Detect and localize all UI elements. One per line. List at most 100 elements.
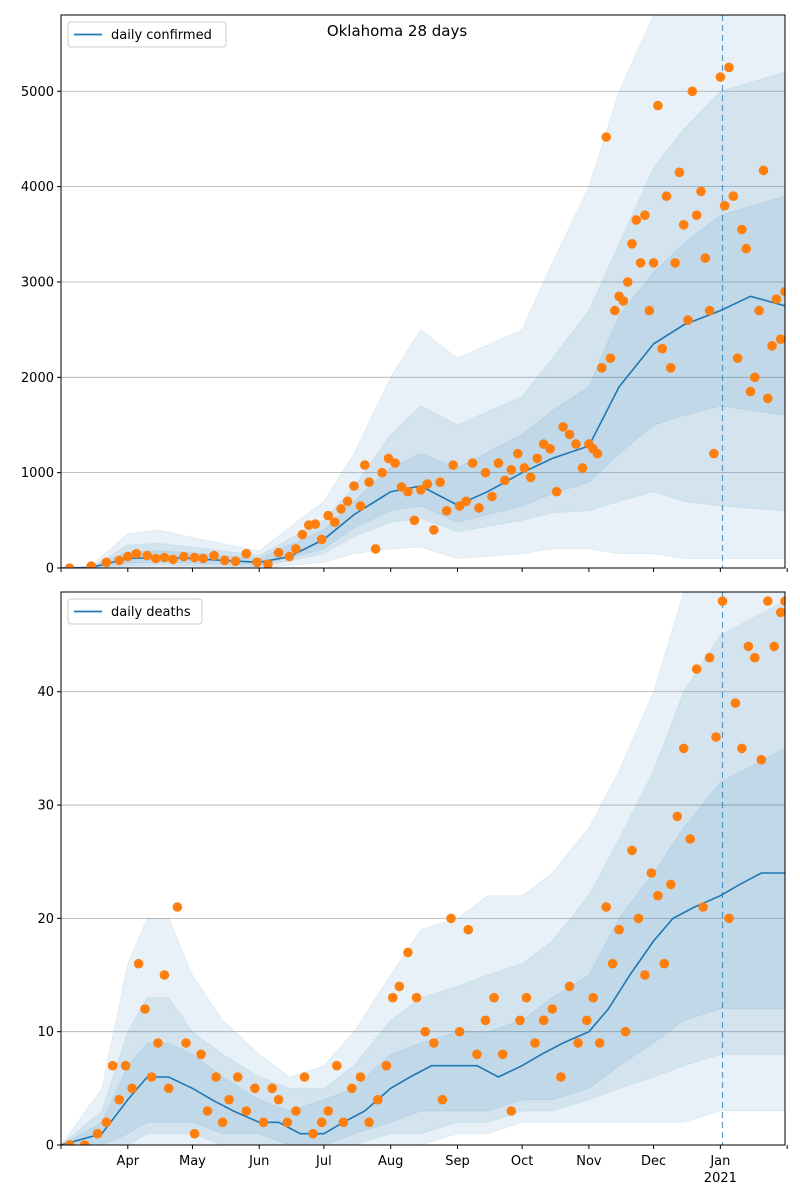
data-point [172, 902, 183, 912]
chart-title: Oklahoma 28 days [327, 22, 468, 40]
data-point [700, 253, 711, 263]
data-point [627, 845, 637, 856]
data-point [79, 1140, 90, 1145]
data-point [519, 463, 530, 473]
y-tick-label: 20 [37, 912, 54, 927]
data-point [429, 525, 439, 535]
data-point [601, 132, 611, 142]
x-tick-label: Jun [248, 1154, 269, 1169]
data-point [381, 1060, 392, 1071]
data-point [388, 992, 398, 1003]
deaths-panel: 0 10 20 30 40 Apr May Jun Jul Aug Sep Oct Nov Dec Jan 2… [37, 591, 788, 1186]
data-point [297, 529, 308, 540]
x-tick-label: Jul [315, 1154, 332, 1169]
data-point [299, 1072, 310, 1082]
y-tick-label: 4000 [21, 180, 54, 195]
plot-area [61, 15, 785, 568]
data-point [403, 947, 413, 958]
data-point [224, 1094, 234, 1105]
data-point [730, 698, 741, 708]
data-point [564, 981, 575, 992]
data-point [678, 743, 689, 754]
data-point [394, 981, 405, 992]
data-point [737, 743, 747, 754]
confirmed-panel: 0 1000 2000 3000 4000 5000 daily confirmed [21, 14, 788, 577]
data-point [467, 458, 478, 468]
data-point [377, 467, 387, 478]
data-point [209, 550, 219, 561]
x-year-label: 2021 [704, 1171, 737, 1186]
data-point [153, 1038, 163, 1048]
data-point [758, 165, 769, 176]
data-point [525, 472, 536, 483]
data-point [355, 501, 366, 511]
data-point [648, 258, 659, 268]
data-point [267, 1083, 278, 1094]
data-point [211, 1072, 221, 1082]
data-point [754, 305, 764, 316]
data-point [513, 448, 523, 459]
data-point [316, 534, 327, 545]
data-point [506, 1106, 517, 1116]
data-point [775, 607, 785, 618]
data-point [250, 1083, 260, 1094]
data-point [614, 924, 624, 935]
data-point [416, 485, 426, 495]
data-point [728, 191, 739, 201]
data-point [691, 210, 702, 220]
data-point [179, 551, 189, 562]
band-inner [61, 747, 785, 1145]
data-point [545, 444, 555, 454]
data-point [316, 1117, 327, 1128]
data-point [530, 1038, 540, 1048]
legend-label: daily confirmed [111, 28, 212, 43]
data-point [594, 1038, 605, 1048]
data-point [659, 958, 670, 969]
data-point [515, 1015, 525, 1026]
y-tick-label: 0 [46, 562, 54, 577]
data-point [756, 754, 767, 765]
data-point [780, 596, 785, 606]
data-point [127, 1083, 137, 1094]
data-point [463, 924, 474, 935]
data-point [273, 1094, 284, 1105]
data-point [196, 1049, 206, 1060]
data-point [403, 486, 413, 497]
data-point [631, 215, 642, 225]
data-point [151, 553, 161, 564]
data-point [573, 1038, 583, 1048]
y-tick-label: 40 [37, 685, 54, 700]
x-tick-label: Aug [378, 1154, 403, 1169]
data-point [329, 517, 340, 527]
data-point [146, 1072, 157, 1082]
data-point [610, 305, 620, 316]
y-tick-label: 2000 [21, 371, 54, 386]
data-point [474, 503, 484, 513]
data-point [364, 1117, 374, 1128]
data-point [159, 970, 170, 980]
legend: daily confirmed [67, 21, 227, 48]
data-point [220, 555, 230, 566]
data-point [724, 62, 734, 73]
data-point [597, 363, 607, 373]
data-point [719, 200, 730, 211]
data-point [741, 243, 751, 254]
data-point [556, 1072, 566, 1082]
data-point [670, 258, 680, 268]
data-point [551, 486, 562, 497]
data-point [674, 167, 685, 178]
band-outer [61, 15, 785, 568]
y-tick-label: 0 [46, 1139, 54, 1154]
data-point [422, 479, 433, 489]
data-point [711, 732, 721, 742]
y-tick-label: 30 [37, 799, 54, 814]
legend-box [67, 21, 227, 48]
data-point [310, 519, 321, 529]
data-point [745, 386, 756, 397]
data-point [64, 563, 75, 568]
data-point [640, 210, 650, 220]
data-point [461, 496, 471, 507]
data-point [666, 879, 676, 890]
axes-frame [60, 14, 786, 569]
